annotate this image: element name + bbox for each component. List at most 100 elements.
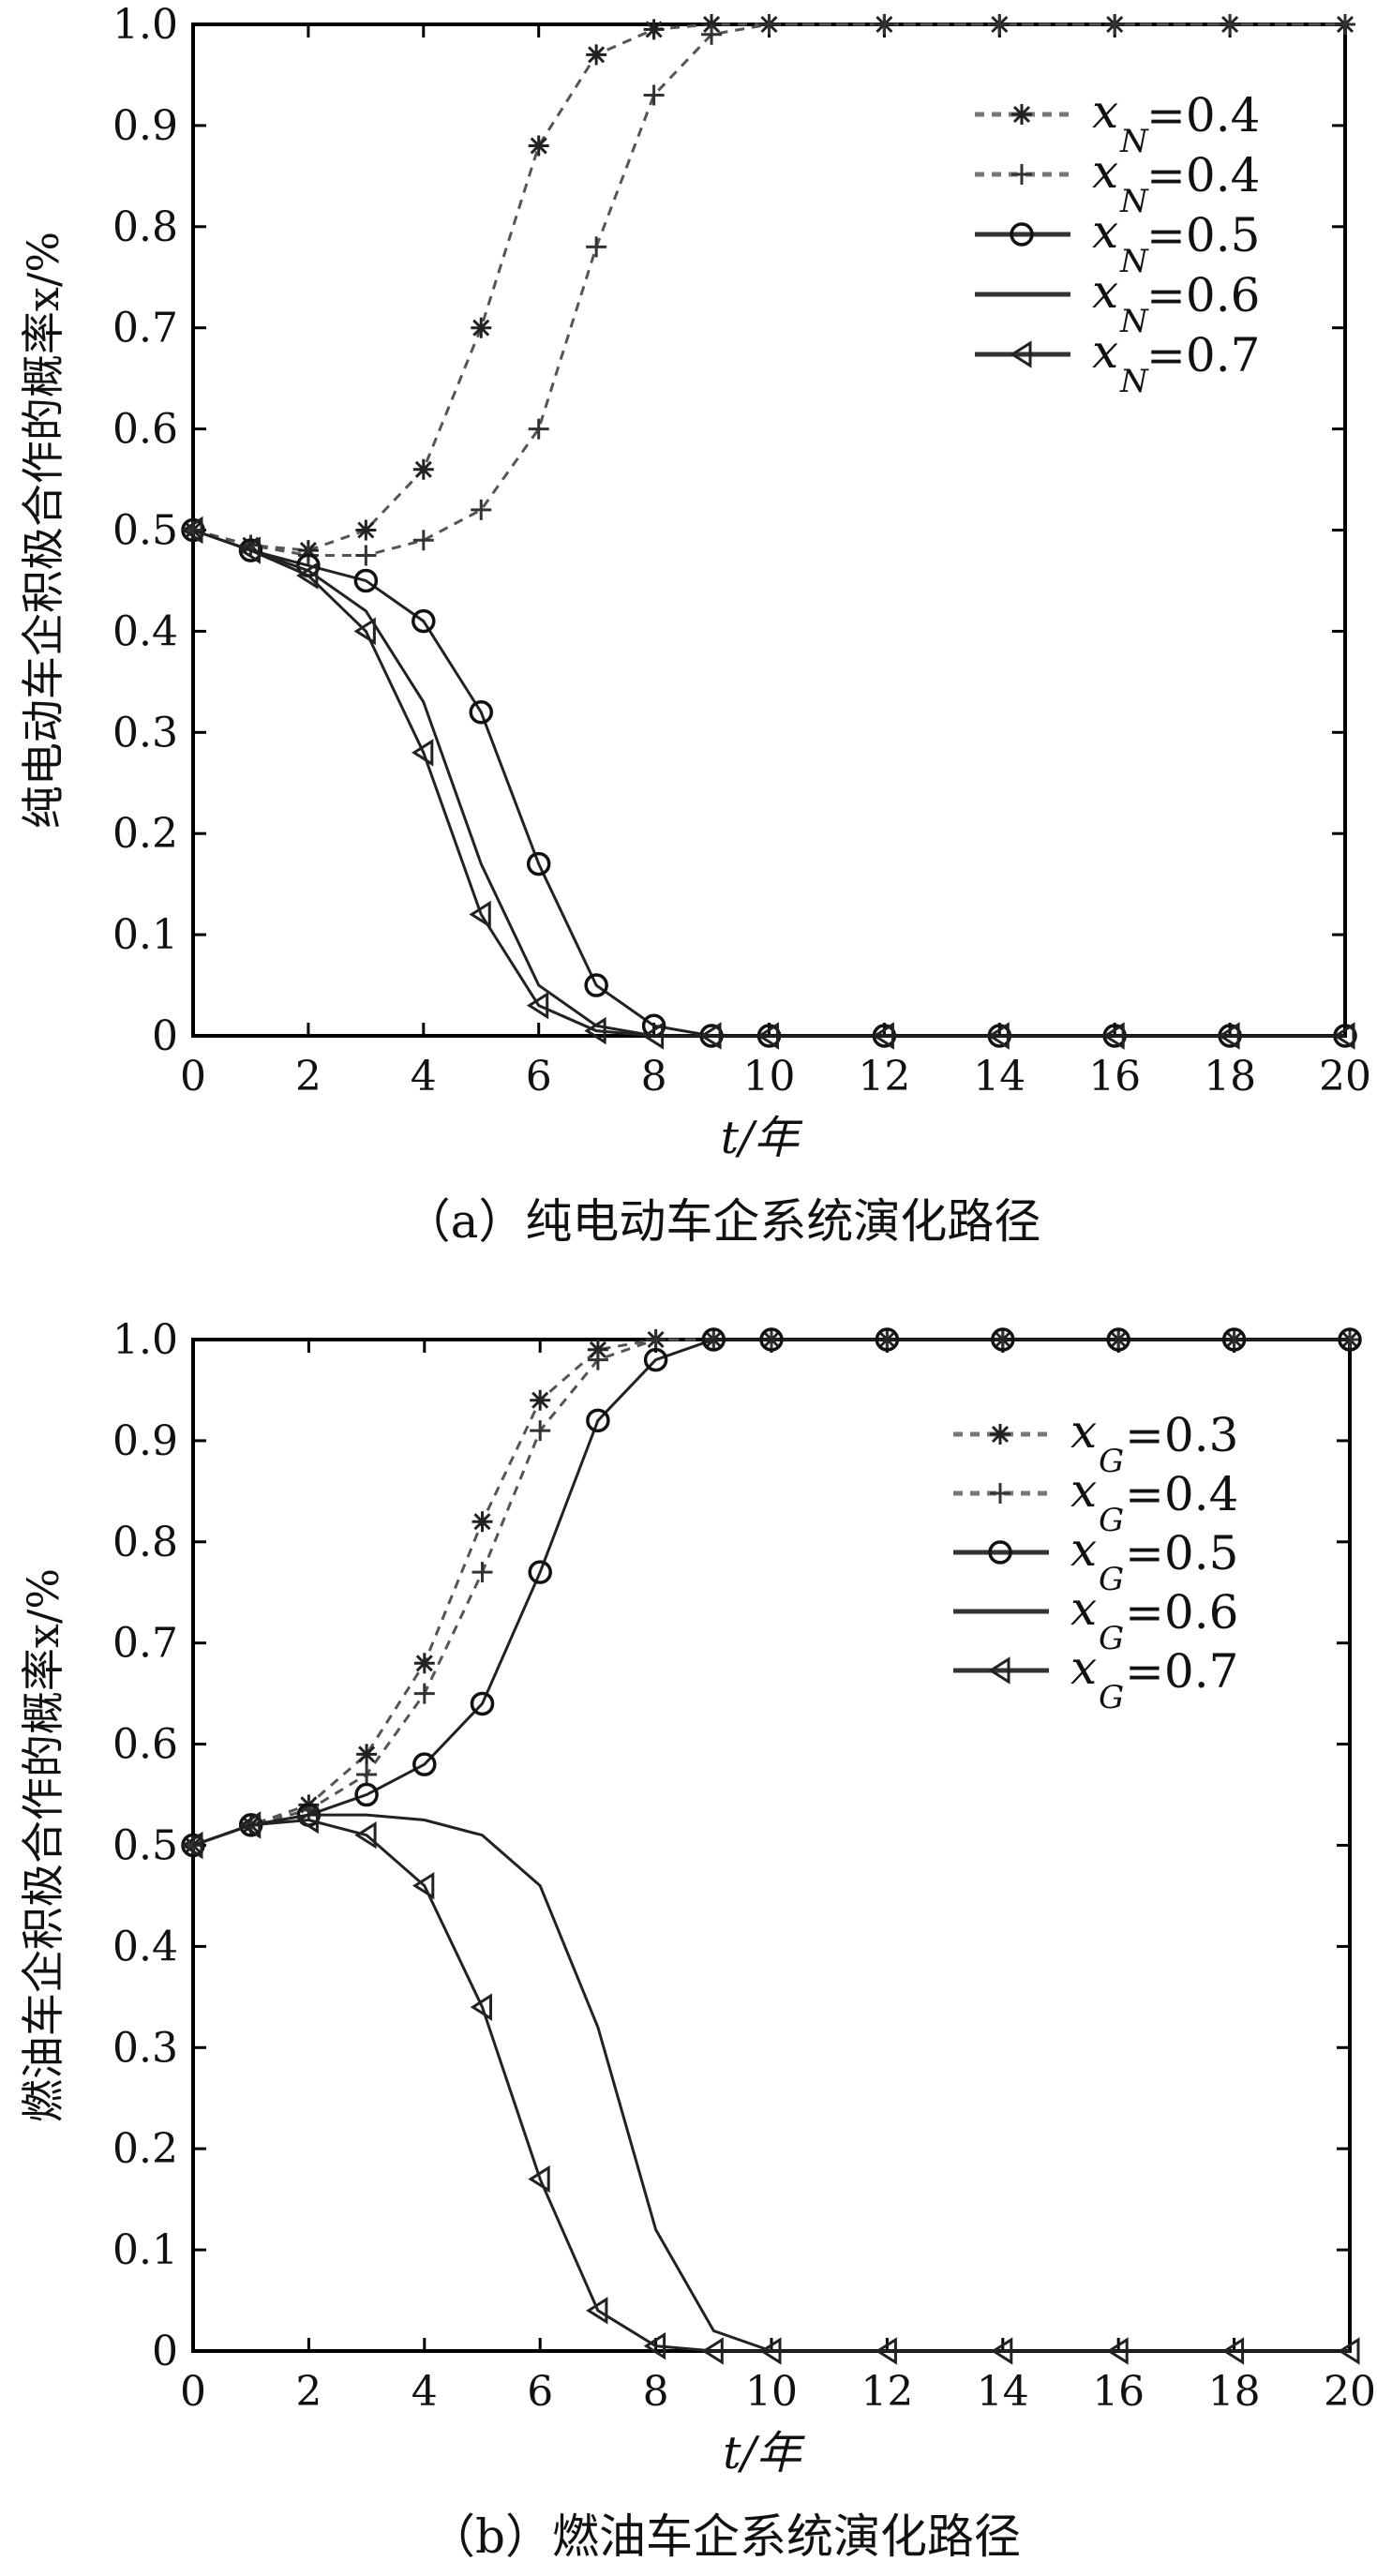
data-point <box>412 530 434 551</box>
x-tick-label: 12 <box>858 1053 910 1101</box>
data-point <box>471 1511 493 1533</box>
data-point <box>353 617 376 646</box>
y-tick-label: 0.2 <box>112 2125 178 2173</box>
series-none <box>192 529 1345 1038</box>
data-point <box>1218 1022 1240 1050</box>
legend-subscript: G <box>1099 1502 1124 1539</box>
legend-value: =0.5 <box>1146 208 1260 262</box>
legend-x-symbol: x <box>1070 1463 1097 1518</box>
data-point <box>355 545 377 566</box>
legend-value: =0.6 <box>1125 1585 1238 1640</box>
legend-marker <box>1010 222 1034 247</box>
data-point <box>413 1683 435 1704</box>
legend-subscript: N <box>1119 363 1149 400</box>
data-point <box>643 84 665 106</box>
data-point <box>987 1022 1010 1050</box>
y-axis-label: 燃油车企积极合作的概率x/% <box>18 1568 68 2122</box>
legend-marker <box>990 1483 1010 1504</box>
data-point <box>530 1389 551 1411</box>
series-triangle <box>181 1805 1360 2365</box>
data-point <box>528 135 549 157</box>
x-tick-label: 2 <box>295 1053 322 1101</box>
legend-subscript: G <box>1099 1561 1124 1598</box>
series-circle <box>181 517 1357 1048</box>
x-tick-label: 12 <box>861 2368 913 2416</box>
legend-value: =0.7 <box>1125 1644 1238 1699</box>
x-tick-label: 14 <box>977 2368 1029 2416</box>
legend-item: xG =0.5 <box>953 1522 1238 1598</box>
data-point <box>411 739 434 767</box>
y-tick-label: 0.5 <box>112 1822 178 1870</box>
data-point <box>238 536 261 564</box>
y-tick-label: 0.7 <box>112 305 178 352</box>
series-line <box>192 529 1345 1038</box>
legend-marker <box>1010 340 1032 368</box>
series-none <box>192 1813 1350 2353</box>
series-line <box>192 1338 1350 1847</box>
data-point <box>1106 1327 1130 1352</box>
y-tick-label: 0.4 <box>112 1923 178 1970</box>
data-point <box>469 699 493 725</box>
x-tick-label: 10 <box>745 2368 798 2416</box>
legend-value: =0.4 <box>1125 1467 1238 1521</box>
data-point <box>991 1327 1015 1352</box>
legend-item: xG =0.4 <box>953 1463 1238 1539</box>
data-point <box>701 23 723 45</box>
y-tick-label: 0.6 <box>112 406 178 454</box>
data-point <box>1102 1022 1125 1050</box>
data-point <box>412 608 436 634</box>
legend-x-symbol: x <box>1092 324 1118 379</box>
legend-marker <box>988 1656 1010 1685</box>
data-point <box>584 973 608 997</box>
data-point <box>1220 14 1241 35</box>
legend-x-symbol: x <box>1070 1640 1097 1695</box>
data-point <box>990 2337 1013 2365</box>
data-point <box>470 1993 492 2021</box>
data-point <box>471 1562 493 1583</box>
x-tick-label: 6 <box>526 1053 552 1101</box>
data-point <box>586 1408 610 1433</box>
x-tick-label: 6 <box>527 2368 553 2416</box>
data-point <box>1338 2337 1360 2365</box>
legend-value: =0.4 <box>1146 148 1260 202</box>
data-point <box>645 1329 666 1350</box>
legend-subscript: G <box>1099 1620 1124 1657</box>
data-point <box>528 1560 552 1584</box>
series-line <box>192 22 1345 557</box>
y-tick-label: 0.5 <box>112 507 178 555</box>
legend-subscript: N <box>1119 183 1149 220</box>
y-tick-label: 0.1 <box>112 2226 178 2274</box>
y-tick-label: 0 <box>152 1012 178 1060</box>
data-point <box>353 568 379 593</box>
data-point <box>699 1022 722 1050</box>
legend-value: =0.4 <box>1146 88 1260 142</box>
data-point <box>412 1752 437 1776</box>
legend-item: xN=0.5 <box>975 204 1260 280</box>
legend-item: xN=0.4 <box>975 144 1260 220</box>
legend-x-symbol: x <box>1092 204 1118 259</box>
legend-x-symbol: x <box>1092 144 1118 199</box>
data-point <box>586 236 607 258</box>
data-point <box>296 1805 319 1835</box>
y-tick-label: 0.3 <box>112 709 178 756</box>
data-point <box>356 1763 378 1785</box>
legend-marker <box>1011 164 1032 185</box>
data-point <box>758 14 780 35</box>
data-point <box>526 851 551 876</box>
legend-value: =0.6 <box>1146 268 1260 322</box>
y-tick-label: 0.8 <box>112 203 178 251</box>
x-tick-label: 16 <box>1092 2368 1145 2416</box>
legend-x-symbol: x <box>1070 1522 1097 1577</box>
data-point <box>756 1022 779 1050</box>
data-point <box>874 14 895 35</box>
x-tick-label: 0 <box>180 2368 206 2416</box>
data-point <box>1333 1022 1355 1050</box>
data-point <box>701 1327 726 1352</box>
legend-x-symbol: x <box>1070 1404 1097 1459</box>
data-point <box>587 1349 608 1370</box>
data-point <box>471 317 492 338</box>
legend-subscript: G <box>1099 1679 1124 1716</box>
x-tick-label: 20 <box>1319 1053 1371 1101</box>
legend-x-symbol: x <box>1070 1581 1097 1636</box>
legend-subscript: G <box>1099 1443 1124 1480</box>
